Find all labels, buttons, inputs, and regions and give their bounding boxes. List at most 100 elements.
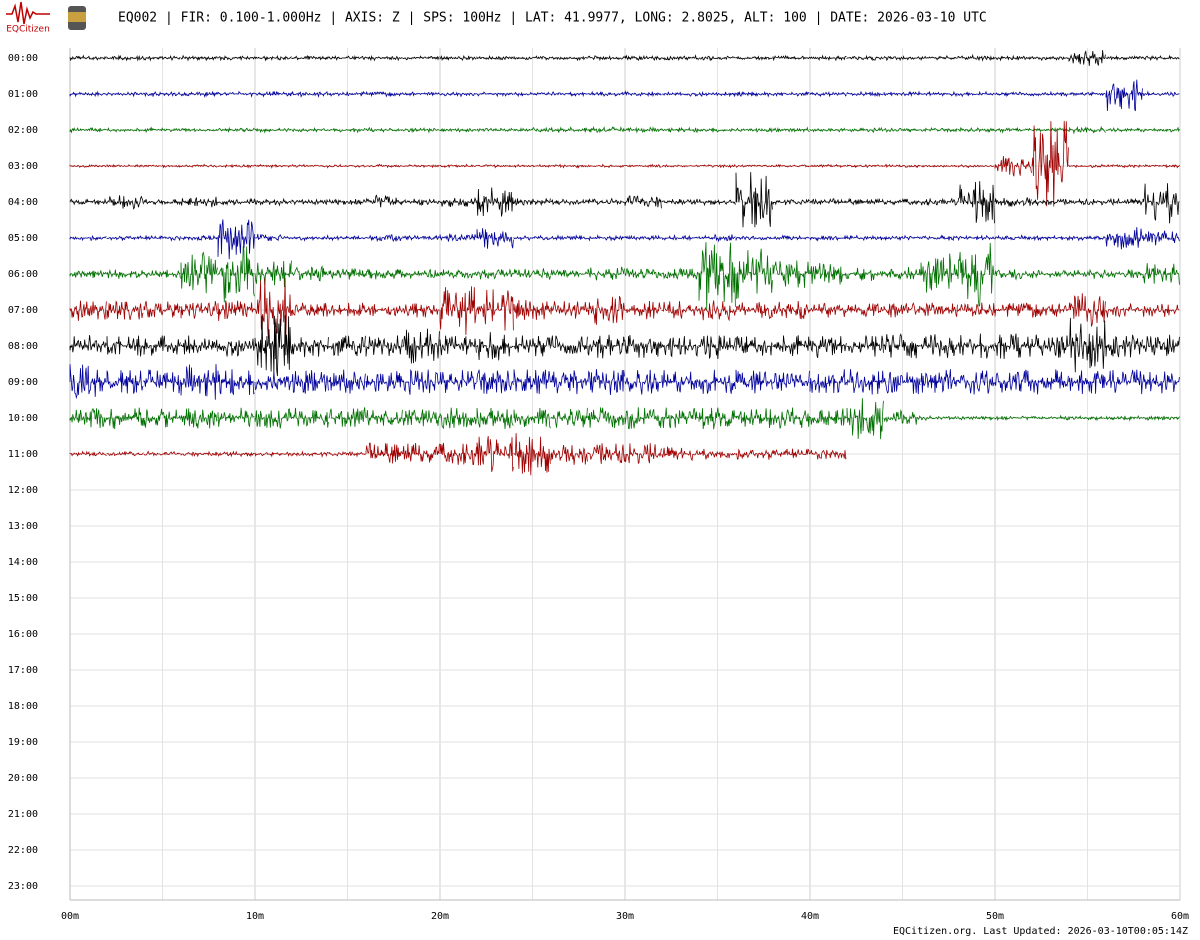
trace-segment [661, 336, 699, 358]
trace-segment [587, 443, 625, 464]
trace-segment [735, 408, 773, 429]
trace-segment [587, 266, 625, 281]
trace-segment [143, 199, 181, 206]
trace-segment [957, 370, 995, 395]
trace-segment [1105, 127, 1143, 133]
trace-segment [1068, 197, 1106, 206]
trace-segment [328, 54, 366, 61]
trace-segment [106, 269, 144, 279]
trace-segment [698, 163, 736, 169]
trace-segment [513, 299, 551, 320]
trace-segment [513, 126, 551, 133]
trace-segment [106, 335, 144, 357]
trace-segment [587, 125, 625, 134]
trace-segment [513, 91, 551, 98]
trace-segment [1068, 90, 1106, 97]
trace-segment [217, 126, 255, 134]
trace-segment [106, 370, 144, 394]
trace-segment [143, 335, 181, 356]
trace-segment [513, 335, 551, 357]
trace-segment [69, 364, 107, 400]
trace-segment [439, 127, 477, 133]
trace-segment [550, 198, 588, 206]
trace-segment [143, 54, 181, 62]
trace-segment [920, 334, 958, 358]
trace-segment [809, 263, 847, 285]
trace-segment [402, 234, 440, 241]
trace-segment [439, 269, 477, 280]
y-tick-label: 23:00 [8, 881, 38, 892]
y-tick-label: 19:00 [8, 737, 38, 748]
trace-segment [328, 198, 366, 206]
trace-segment [809, 408, 847, 426]
trace-segment [291, 302, 329, 317]
trace-segment [809, 91, 847, 98]
trace-segment [624, 443, 662, 464]
trace-segment [1105, 79, 1143, 112]
trace-segment [587, 369, 625, 396]
trace-segment [735, 90, 773, 98]
trace-segment [217, 163, 255, 169]
trace-segment [365, 335, 403, 357]
trace-segment [772, 260, 810, 288]
trace-segment [476, 332, 514, 361]
trace-segment [328, 235, 366, 242]
trace-segment [698, 90, 736, 98]
trace-segment [772, 448, 810, 458]
y-tick-label: 13:00 [8, 521, 38, 532]
trace-segment [735, 248, 773, 299]
trace-segment [180, 234, 218, 242]
trace-segment [1031, 90, 1069, 98]
trace-segment [513, 234, 551, 242]
trace-segment [624, 234, 662, 241]
trace-segment [476, 268, 514, 280]
trace-segment [1068, 293, 1106, 328]
y-tick-label: 07:00 [8, 305, 38, 316]
trace-segment [402, 268, 440, 279]
trace-segment [1142, 303, 1180, 317]
trace-segment [439, 286, 477, 335]
trace-segment [365, 163, 403, 169]
x-tick-label: 40m [801, 911, 819, 922]
trace-segment [772, 54, 810, 62]
trace-segment [624, 126, 662, 134]
trace-segment [920, 90, 958, 98]
trace-segment [772, 407, 810, 430]
trace-segment [994, 155, 1032, 177]
trace-segment [69, 235, 107, 242]
logo-text: EQCitizen [6, 25, 50, 35]
trace-segment [217, 197, 255, 206]
trace-segment [994, 333, 1032, 360]
trace-segment [809, 369, 847, 394]
trace-segment [883, 302, 921, 318]
trace-segment [735, 164, 773, 168]
trace-segment [846, 335, 884, 357]
trace [69, 315, 1180, 377]
trace-segment [291, 90, 329, 98]
trace-segment [883, 234, 921, 241]
trace-segment [661, 54, 699, 62]
trace-segment [106, 300, 144, 320]
trace-segment [291, 407, 329, 428]
trace-segment [291, 234, 329, 242]
trace-segment [920, 164, 958, 168]
trace-segment [254, 315, 292, 377]
trace-segment [883, 197, 921, 206]
trace-segment [476, 407, 514, 430]
trace [69, 242, 1180, 311]
trace-segment [180, 408, 218, 429]
trace-segment [365, 409, 403, 426]
trace-segment [550, 407, 588, 428]
trace-segment [846, 234, 884, 242]
trace-segment [1031, 269, 1069, 279]
trace-segment [1105, 163, 1143, 169]
x-tick-label: 60m [1171, 911, 1189, 922]
trace-segment [291, 337, 329, 358]
trace-segment [957, 164, 995, 169]
trace-segment [772, 126, 810, 133]
trace-segment [254, 260, 292, 288]
trace-segment [439, 233, 477, 242]
trace-segment [143, 369, 181, 394]
trace-segment [846, 163, 884, 169]
